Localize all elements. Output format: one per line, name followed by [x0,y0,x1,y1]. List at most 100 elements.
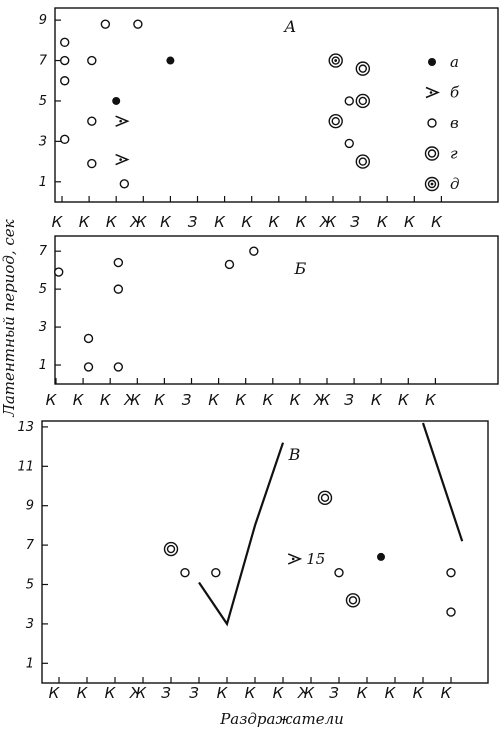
x-tick-label: К [296,213,308,231]
x-tick-label: К [398,391,410,409]
data-point-ring [446,607,456,617]
data-point-outer-ring [163,541,179,557]
data-point [224,259,235,270]
trend-line [198,442,285,627]
x-tick-label: К [214,213,226,231]
x-tick-label: К [290,391,302,409]
x-tick-label: К [106,213,118,231]
y-tick-label: 1 [26,656,34,671]
data-point [328,53,343,68]
point-annotation: 15 [306,550,325,568]
x-tick-label: К [73,391,85,409]
legend-marker [424,176,440,192]
data-point-ring [344,96,354,106]
x-tick-label: Ж [313,391,331,409]
x-tick-label: З [161,684,171,702]
x-tick-label: К [441,684,453,702]
data-point [180,567,190,578]
x-tick-label: К [245,684,257,702]
data-point [112,96,121,105]
data-point [87,116,97,126]
data-point [163,541,179,557]
data-point [115,153,130,166]
legend-label: д [450,175,460,193]
data-point-ring [133,19,143,29]
plot-frame [54,235,499,385]
data-point-ring [54,267,64,277]
legend-marker [427,118,437,128]
legend-marker-inner-ring [427,179,437,189]
x-tick-label: З [329,684,339,702]
x-tick-label: К [52,213,64,231]
x-tick-label: К [154,391,166,409]
x-tick-label: К [425,391,437,409]
data-point-ring [87,116,97,126]
data-point-center [119,119,122,123]
x-tick-label: З [189,684,199,702]
data-point-ring [113,362,124,372]
x-tick-label: К [413,684,425,702]
data-point-inner-ring [331,116,340,126]
data-point-dot [112,96,121,105]
data-point-dot [377,552,385,561]
data-point-outer-ring [355,93,371,109]
data-point-ring [100,19,111,29]
data-point-ring [249,246,259,256]
data-point-outer-ring [317,490,333,506]
data-point [83,333,94,344]
trend-line [421,422,464,542]
x-axis-title: Раздражатели [219,710,344,728]
data-point-ring [119,179,130,189]
plot-frame [54,7,499,203]
data-point-inner-ring [358,64,368,73]
x-tick-label: К [273,684,285,702]
data-point-ring [334,567,344,578]
data-point-inner-ring [166,544,176,554]
plot-frame [41,420,489,684]
data-point-ring [87,55,97,66]
x-tick-label: К [235,391,247,409]
data-point [54,267,64,277]
legend-marker-ring [427,118,437,128]
data-point [446,567,456,578]
data-point [113,284,124,294]
data-point [377,552,385,561]
data-point [328,113,343,129]
data-point [100,19,111,29]
legend-marker-inner-ring [427,149,437,158]
data-point-inner-ring [331,56,340,65]
data-point-inner-ring [320,493,330,503]
y-tick-label: 11 [17,459,34,474]
x-tick-label: К [262,391,274,409]
panel-label: А [283,17,296,36]
legend-marker [425,86,440,99]
data-point-center [334,59,338,62]
data-point [119,179,130,189]
x-tick-label: Ж [319,213,337,231]
data-point [211,567,221,578]
x-tick-label: Ж [297,684,315,702]
data-point-ring [446,567,456,578]
data-point [83,362,94,372]
x-tick-label: З [188,213,198,231]
legend-label: а [450,53,459,71]
x-tick-label: З [182,391,192,409]
x-tick-label: Ж [129,213,147,231]
data-point [344,138,354,149]
y-tick-label: 7 [26,538,35,553]
data-point-ring [60,76,70,86]
x-tick-label: К [268,213,280,231]
x-tick-label: К [100,391,112,409]
data-point-center [291,557,295,561]
data-point [113,257,124,268]
data-point [446,607,456,617]
legend-marker [428,58,436,66]
y-tick-label: 3 [39,134,47,149]
data-point-ring [60,55,70,66]
data-point-chevron [115,153,130,166]
data-point-inner-ring [358,157,368,166]
legend-label: г [450,145,458,163]
data-point [355,61,371,76]
data-point-ring [60,37,70,48]
